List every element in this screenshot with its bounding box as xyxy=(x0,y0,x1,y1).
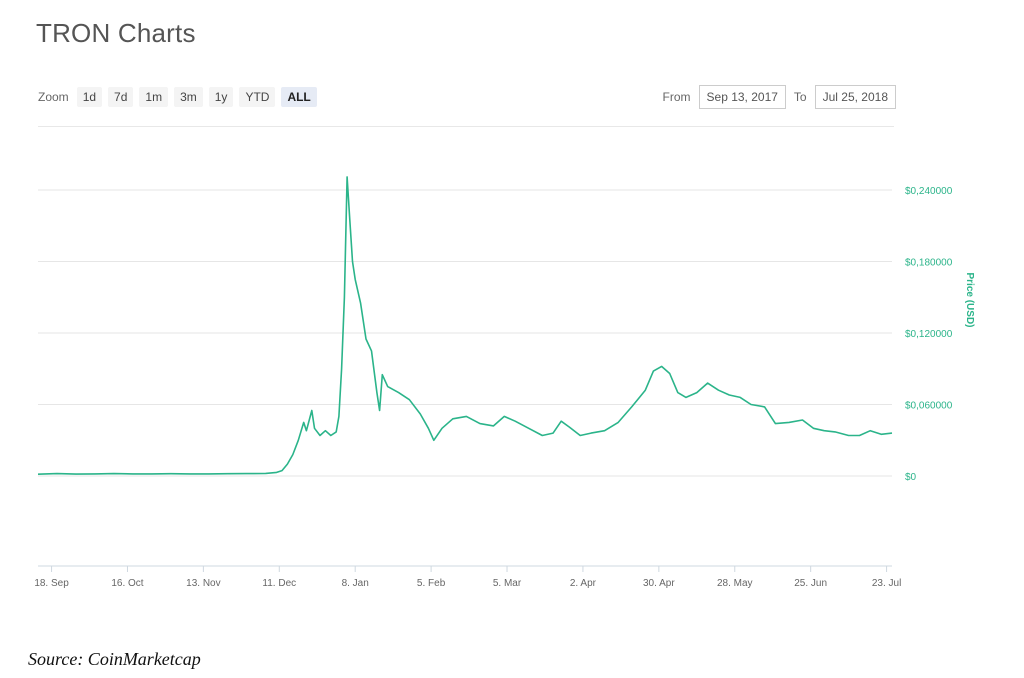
y-tick-label: $0,180000 xyxy=(905,258,953,269)
y-tick-label: $0,060000 xyxy=(905,401,953,412)
y-tick-label: $0,240000 xyxy=(905,186,953,197)
x-tick-label: 5. Feb xyxy=(417,578,446,589)
zoom-1y-button[interactable]: 1y xyxy=(208,87,234,107)
x-tick-label: 11. Dec xyxy=(262,578,296,589)
x-tick-label: 2. Apr xyxy=(570,578,597,589)
x-tick-label: 8. Jan xyxy=(342,578,369,589)
y-axis-label: Price (USD) xyxy=(964,272,975,327)
from-label: From xyxy=(662,90,691,104)
zoom-3m-button[interactable]: 3m xyxy=(174,87,203,107)
x-tick-label: 25. Jun xyxy=(794,578,827,589)
source-note: Source: CoinMarketcap xyxy=(28,649,201,669)
x-tick-label: 13. Nov xyxy=(186,578,220,589)
toolbar-divider xyxy=(38,126,894,127)
zoom-1m-button[interactable]: 1m xyxy=(139,87,169,107)
x-tick-label: 23. Jul xyxy=(872,578,901,589)
y-tick-label: $0 xyxy=(905,472,917,483)
x-tick-label: 18. Sep xyxy=(34,578,69,589)
zoom-bar: Zoom 1d 7d 1m 3m 1y YTD ALL xyxy=(38,87,317,107)
from-date-input[interactable]: Sep 13, 2017 xyxy=(698,85,786,109)
x-tick-label: 30. Apr xyxy=(643,578,675,589)
price-series-line xyxy=(37,176,893,475)
zoom-ytd-button[interactable]: YTD xyxy=(239,87,276,107)
x-tick-label: 28. May xyxy=(717,578,753,589)
x-tick-label: 5. Mar xyxy=(493,578,522,589)
to-date-input[interactable]: Jul 25, 2018 xyxy=(814,85,896,109)
zoom-label: Zoom xyxy=(38,90,69,104)
page-title: TRON Charts xyxy=(36,18,196,48)
to-label: To xyxy=(793,90,807,104)
zoom-7d-button[interactable]: 7d xyxy=(108,87,134,107)
x-tick-label: 16. Oct xyxy=(111,578,143,589)
zoom-1d-button[interactable]: 1d xyxy=(76,87,103,107)
date-range: From Sep 13, 2017 To Jul 25, 2018 xyxy=(663,85,896,109)
zoom-all-button[interactable]: ALL xyxy=(281,87,317,107)
y-tick-label: $0,120000 xyxy=(905,329,953,340)
